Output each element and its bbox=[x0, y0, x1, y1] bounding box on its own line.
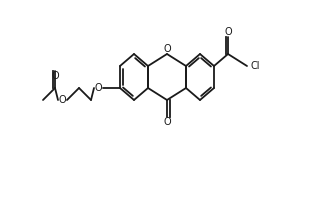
Text: O: O bbox=[58, 95, 66, 105]
Text: O: O bbox=[94, 83, 102, 93]
Text: O: O bbox=[224, 27, 232, 37]
Text: Cl: Cl bbox=[250, 61, 260, 71]
Text: O: O bbox=[163, 117, 171, 127]
Text: O: O bbox=[51, 71, 59, 81]
Text: O: O bbox=[163, 44, 171, 54]
